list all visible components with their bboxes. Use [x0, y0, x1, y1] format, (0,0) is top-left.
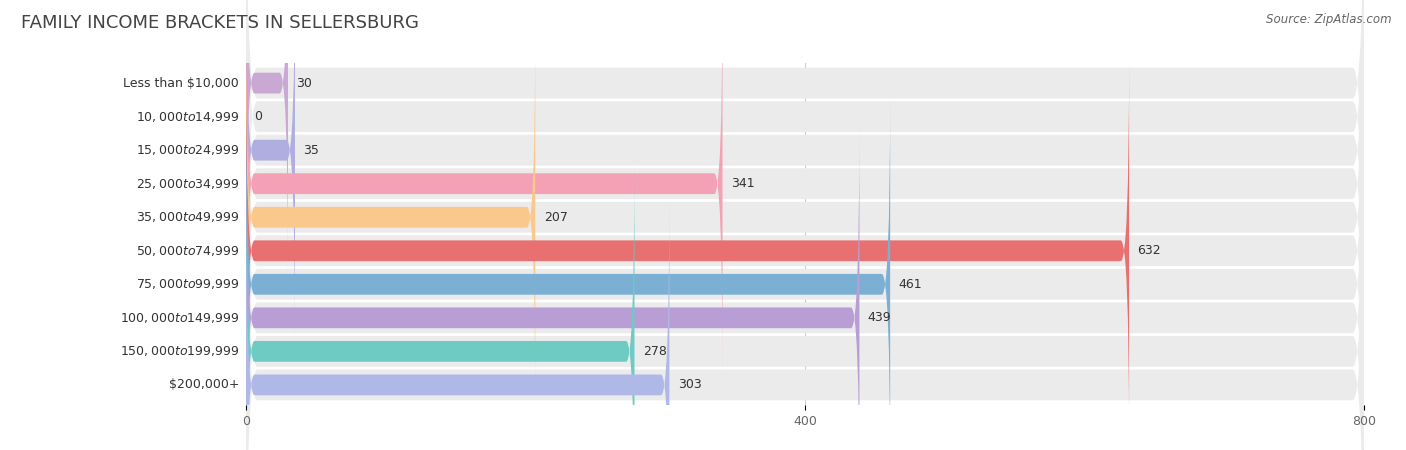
FancyBboxPatch shape: [246, 0, 295, 341]
Text: $150,000 to $199,999: $150,000 to $199,999: [120, 344, 239, 358]
Text: Less than $10,000: Less than $10,000: [124, 76, 239, 90]
FancyBboxPatch shape: [246, 0, 1364, 336]
FancyBboxPatch shape: [246, 99, 1364, 450]
FancyBboxPatch shape: [246, 65, 1364, 450]
Text: 278: 278: [643, 345, 666, 358]
FancyBboxPatch shape: [246, 0, 723, 374]
FancyBboxPatch shape: [246, 0, 1364, 436]
FancyBboxPatch shape: [246, 27, 536, 408]
FancyBboxPatch shape: [246, 60, 1129, 441]
Text: $50,000 to $74,999: $50,000 to $74,999: [135, 244, 239, 258]
Text: $35,000 to $49,999: $35,000 to $49,999: [135, 210, 239, 224]
FancyBboxPatch shape: [246, 132, 1364, 450]
Text: 30: 30: [297, 76, 312, 90]
Text: 35: 35: [304, 144, 319, 157]
FancyBboxPatch shape: [246, 0, 1364, 403]
Text: $25,000 to $34,999: $25,000 to $34,999: [135, 177, 239, 191]
FancyBboxPatch shape: [246, 0, 1364, 450]
Text: $75,000 to $99,999: $75,000 to $99,999: [135, 277, 239, 291]
FancyBboxPatch shape: [246, 127, 859, 450]
Text: $100,000 to $149,999: $100,000 to $149,999: [120, 311, 239, 325]
Text: 461: 461: [898, 278, 922, 291]
Text: $10,000 to $14,999: $10,000 to $14,999: [135, 110, 239, 124]
FancyBboxPatch shape: [246, 0, 288, 274]
Text: FAMILY INCOME BRACKETS IN SELLERSBURG: FAMILY INCOME BRACKETS IN SELLERSBURG: [21, 14, 419, 32]
FancyBboxPatch shape: [246, 0, 1364, 369]
Text: 303: 303: [678, 378, 702, 392]
FancyBboxPatch shape: [246, 32, 1364, 450]
Text: 207: 207: [544, 211, 568, 224]
FancyBboxPatch shape: [246, 194, 669, 450]
Text: $15,000 to $24,999: $15,000 to $24,999: [135, 143, 239, 157]
FancyBboxPatch shape: [246, 94, 890, 450]
Text: 0: 0: [254, 110, 263, 123]
Text: 632: 632: [1137, 244, 1161, 257]
FancyBboxPatch shape: [246, 161, 634, 450]
Text: 341: 341: [731, 177, 755, 190]
Text: 439: 439: [868, 311, 891, 324]
FancyBboxPatch shape: [246, 0, 1364, 450]
Text: Source: ZipAtlas.com: Source: ZipAtlas.com: [1267, 14, 1392, 27]
Text: $200,000+: $200,000+: [169, 378, 239, 392]
